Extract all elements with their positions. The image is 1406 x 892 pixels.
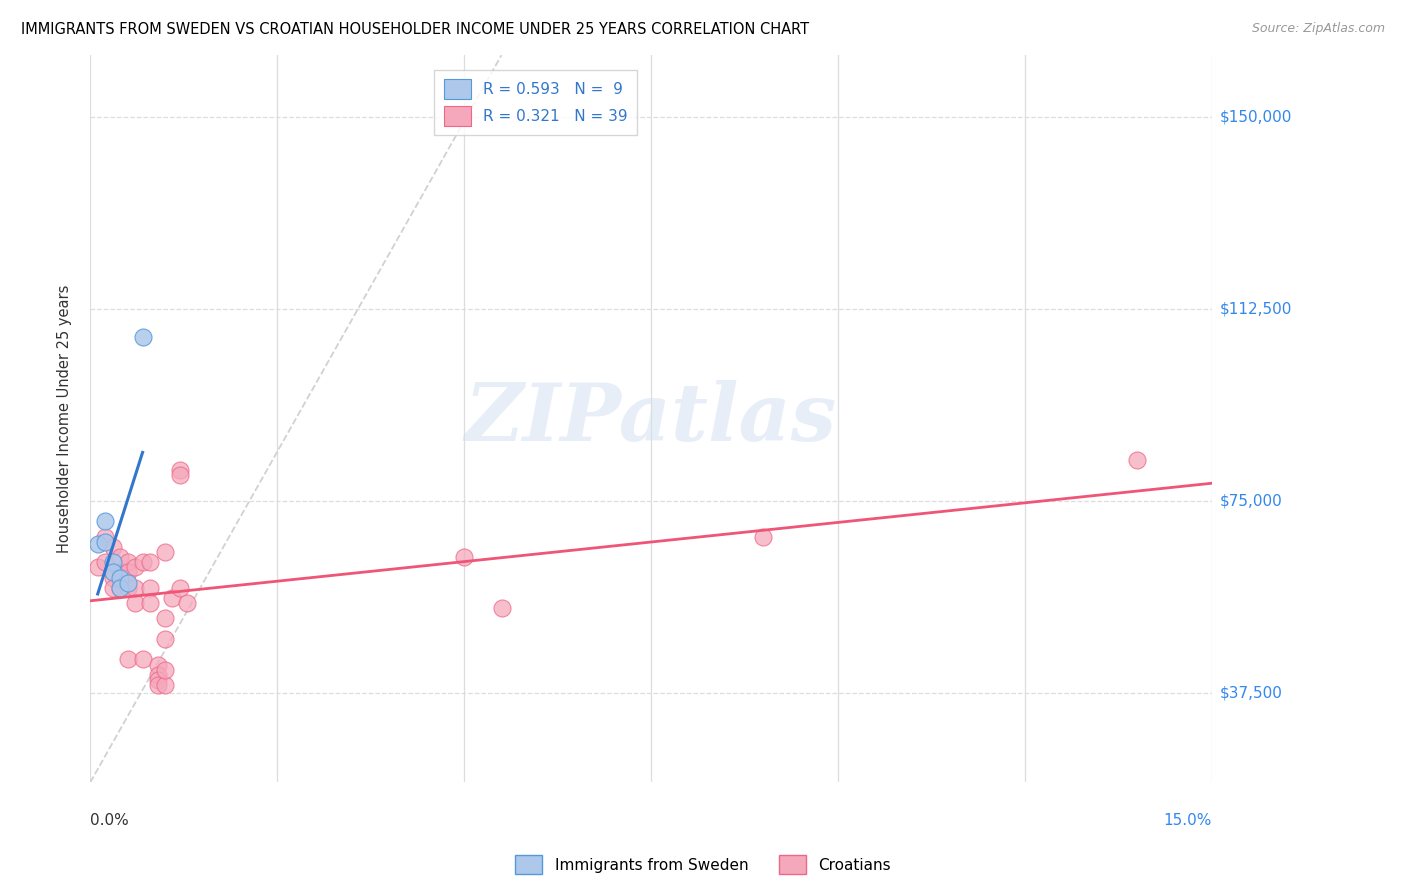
Point <box>146 657 169 672</box>
Point <box>146 668 169 682</box>
Point <box>1126 452 1149 467</box>
Point <box>117 555 139 569</box>
Point <box>153 678 176 692</box>
Legend: Immigrants from Sweden, Croatians: Immigrants from Sweden, Croatians <box>509 849 897 880</box>
Point <box>108 581 131 595</box>
Point <box>169 581 191 595</box>
Text: $37,500: $37,500 <box>1220 685 1284 700</box>
Point <box>139 555 162 569</box>
Text: Source: ZipAtlas.com: Source: ZipAtlas.com <box>1251 22 1385 36</box>
Point <box>86 537 108 551</box>
Point <box>108 581 131 595</box>
Point <box>153 663 176 677</box>
Point <box>131 555 153 569</box>
Legend: R = 0.593   N =  9, R = 0.321   N = 39: R = 0.593 N = 9, R = 0.321 N = 39 <box>434 70 637 136</box>
Text: $150,000: $150,000 <box>1220 109 1292 124</box>
Point <box>94 530 117 544</box>
Point <box>169 468 191 483</box>
Text: $75,000: $75,000 <box>1220 493 1282 508</box>
Point <box>752 530 775 544</box>
Point <box>131 652 153 666</box>
Point <box>146 673 169 687</box>
Text: $112,500: $112,500 <box>1220 301 1292 316</box>
Point <box>101 570 124 584</box>
Point <box>117 652 139 666</box>
Point <box>108 566 131 580</box>
Y-axis label: Householder Income Under 25 years: Householder Income Under 25 years <box>58 285 72 553</box>
Text: 15.0%: 15.0% <box>1164 813 1212 828</box>
Point <box>108 549 131 564</box>
Point <box>101 581 124 595</box>
Point <box>108 570 131 584</box>
Text: ZIPatlas: ZIPatlas <box>465 380 837 458</box>
Point <box>139 581 162 595</box>
Text: 0.0%: 0.0% <box>90 813 129 828</box>
Text: IMMIGRANTS FROM SWEDEN VS CROATIAN HOUSEHOLDER INCOME UNDER 25 YEARS CORRELATION: IMMIGRANTS FROM SWEDEN VS CROATIAN HOUSE… <box>21 22 810 37</box>
Point <box>117 581 139 595</box>
Point <box>117 575 139 590</box>
Point <box>131 330 153 344</box>
Point <box>94 555 117 569</box>
Point <box>117 566 139 580</box>
Point <box>453 549 475 564</box>
Point <box>101 555 124 569</box>
Point <box>101 540 124 554</box>
Point <box>94 534 117 549</box>
Point <box>162 591 184 605</box>
Point <box>139 596 162 610</box>
Point <box>101 566 124 580</box>
Point <box>124 596 146 610</box>
Point <box>491 601 513 615</box>
Point <box>94 514 117 528</box>
Point <box>124 581 146 595</box>
Point <box>124 560 146 574</box>
Point <box>153 545 176 559</box>
Point <box>176 596 198 610</box>
Point <box>169 463 191 477</box>
Point <box>146 678 169 692</box>
Point <box>153 632 176 646</box>
Point <box>86 560 108 574</box>
Point <box>153 611 176 625</box>
